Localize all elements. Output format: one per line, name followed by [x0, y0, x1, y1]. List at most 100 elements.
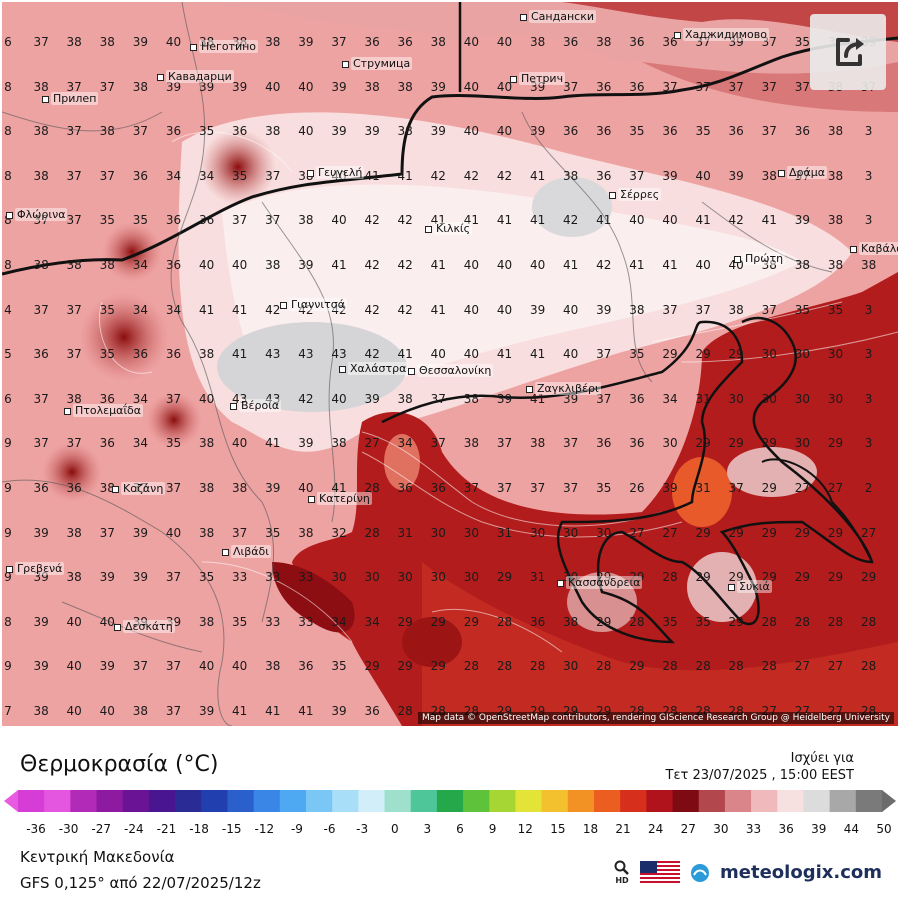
city-label[interactable]: Σέρρες	[609, 188, 662, 201]
grid-value: 36	[99, 391, 115, 406]
city-label[interactable]: Струмица	[342, 57, 413, 70]
share-button[interactable]	[810, 14, 886, 90]
city-label[interactable]: Хаджидимово	[674, 28, 769, 41]
grid-value: 37	[596, 347, 612, 362]
grid-value: 37	[728, 481, 744, 495]
city-label[interactable]: Βέροια	[230, 399, 282, 412]
city-label[interactable]: Δράμα	[778, 166, 828, 179]
grid-value: 28	[662, 659, 678, 674]
hd-search-icon[interactable]: HD	[614, 860, 630, 885]
grid-value: 28	[662, 570, 678, 585]
city-label[interactable]: Γιαννιτσά	[280, 298, 347, 311]
grid-value: 36	[629, 436, 645, 451]
grid-value: 39	[496, 391, 513, 406]
grid-value: 30	[430, 525, 446, 540]
city-label[interactable]: Γευγελή	[307, 166, 365, 179]
city-label[interactable]: Θεσσαλονίκη	[408, 364, 494, 377]
grid-value: 29	[761, 481, 777, 495]
grid-value: 38	[66, 258, 82, 272]
colorbar-tick-label: 3	[423, 822, 432, 836]
grid-value: 27	[662, 525, 678, 540]
city-label[interactable]: Λιβάδι	[222, 545, 271, 558]
grid-value: 40	[496, 124, 513, 139]
grid-value: 36	[563, 35, 579, 49]
grid-value: 28	[860, 659, 877, 674]
grid-value: 37	[529, 481, 546, 495]
city-label[interactable]: Ζαγκλιβέρι	[526, 382, 601, 395]
colorbar-cell	[829, 790, 857, 812]
city-name: Κασσάνδρεια	[566, 576, 643, 589]
city-label[interactable]: Кавадарци	[157, 70, 234, 83]
city-label[interactable]: Петрич	[510, 72, 566, 85]
grid-value: 29	[827, 436, 844, 451]
grid-value: 40	[463, 35, 480, 49]
city-label[interactable]: Неготино	[190, 40, 259, 53]
grid-value: 37	[463, 481, 480, 495]
grid-value: 29	[860, 570, 877, 585]
grid-value: 37	[761, 79, 777, 94]
map-attribution[interactable]: Map data © OpenStreetMap contributors, r…	[418, 712, 894, 724]
city-marker-icon	[850, 245, 857, 253]
city-label[interactable]: Κιλκίς	[425, 222, 473, 235]
grid-value: 38	[33, 79, 49, 94]
grid-value: 38	[232, 35, 248, 49]
city-marker-icon	[308, 495, 315, 503]
grid-value: 37	[33, 35, 49, 49]
grid-value: 39	[331, 124, 347, 139]
grid-value: 34	[132, 302, 149, 317]
city-label[interactable]: Κατερίνη	[308, 492, 372, 505]
grid-value: 30	[397, 570, 413, 585]
grid-value: 40	[298, 124, 314, 139]
grid-value: 29	[496, 570, 513, 585]
city-label[interactable]: Сандански	[520, 10, 596, 23]
grid-value: 37	[430, 391, 446, 406]
colorbar-tick-label: 0	[390, 822, 399, 836]
city-label[interactable]: Πρώτη	[734, 252, 786, 265]
grid-value: 37	[232, 213, 248, 228]
grid-value: 27	[629, 525, 645, 540]
grid-value: 38	[198, 347, 215, 362]
grid-value: 3	[864, 124, 873, 139]
colorbar-cell	[541, 790, 569, 812]
city-label[interactable]: Прилеп	[42, 92, 99, 105]
grid-value: 39	[132, 525, 149, 540]
grid-value: 38	[33, 704, 49, 718]
us-flag-icon[interactable]	[640, 860, 681, 885]
city-name: Κοζάνη	[121, 482, 166, 495]
city-label[interactable]: Δεσκάτη	[114, 620, 175, 633]
city-label[interactable]: Φλώρινα	[6, 208, 68, 221]
colorbar-tick-label: 6	[456, 822, 464, 836]
city-label[interactable]: Γρεβενά	[6, 562, 65, 575]
city-label[interactable]: Καβάλα	[850, 242, 898, 255]
city-marker-icon	[520, 13, 527, 21]
city-name: Прилеп	[51, 92, 99, 105]
city-label[interactable]: Πτολεμαΐδα	[64, 404, 144, 417]
grid-value: 40	[662, 213, 678, 228]
grid-value: 28	[596, 659, 612, 674]
city-label[interactable]: Κασσάνδρεια	[557, 576, 643, 589]
grid-value: 35	[596, 481, 612, 495]
grid-value: 38	[331, 436, 347, 451]
grid-value: 39	[132, 614, 149, 629]
grid-value: 40	[298, 79, 314, 94]
grid-value: 36	[430, 481, 446, 495]
grid-value: 36	[563, 124, 579, 139]
grid-value: 29	[761, 570, 777, 585]
city-label[interactable]: Χαλάστρα	[339, 362, 409, 375]
grid-value: 40	[198, 659, 215, 674]
grid-value: 29	[728, 436, 744, 451]
city-marker-icon	[425, 225, 432, 233]
grid-value: 38	[563, 168, 579, 183]
city-label[interactable]: Κοζάνη	[112, 482, 166, 495]
grid-value: 38	[430, 35, 446, 49]
grid-value: 36	[596, 124, 612, 139]
city-name: Хаджидимово	[683, 28, 769, 41]
colorbar-cell	[594, 790, 621, 812]
temperature-map[interactable]: 6 37 38 38 39 40 38 38 38 39 37 36 36 38 40 40 38 36 38 36 3…	[2, 2, 898, 726]
city-label[interactable]: Συκιά	[728, 580, 772, 593]
grid-value: 35	[265, 525, 281, 540]
grid-value: 38	[232, 481, 248, 495]
brand-name[interactable]: meteologix.com	[720, 862, 882, 883]
grid-value: 33	[265, 614, 281, 629]
grid-value: 41	[761, 213, 777, 228]
